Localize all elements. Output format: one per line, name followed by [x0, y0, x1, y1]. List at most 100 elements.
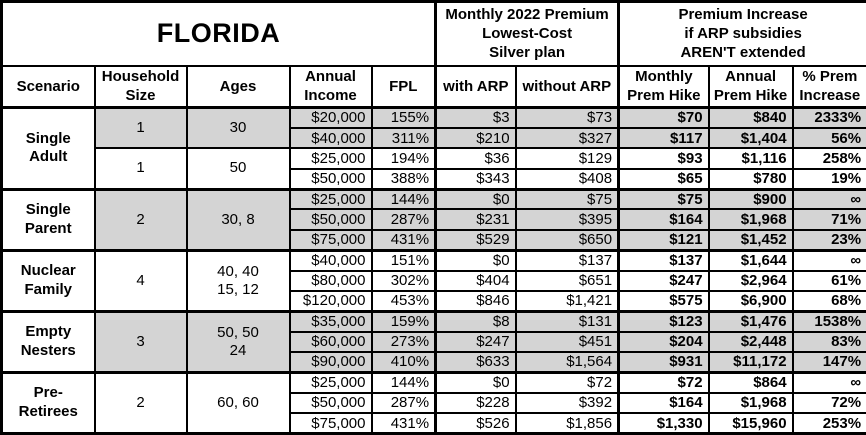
col-annual-income: Annual Income — [288, 64, 373, 109]
monthly-prem-hike-cell: $75 — [617, 187, 710, 211]
without-arp-cell: $451 — [514, 330, 620, 354]
pct-prem-increase-cell: 61% — [791, 269, 866, 292]
table-row: $60,000 273% $247 $451 $204 $2,448 83% — [2, 330, 866, 354]
annual-income-cell: $20,000 — [288, 105, 373, 129]
annual-prem-hike-cell: $1,644 — [707, 248, 794, 272]
fpl-cell: 431% — [370, 412, 437, 435]
monthly-prem-hike-cell: $247 — [617, 269, 710, 292]
table-row: Empty Nesters 3 50, 50 24 $35,000 159% $8 $131… — [0, 309, 866, 374]
annual-prem-hike-cell: $1,476 — [707, 309, 794, 333]
fpl-cell: 155% — [370, 105, 437, 129]
table-row: Single Parent 2 30, 8 $25,000 144% $0 $75 $75 $9… — [0, 187, 866, 252]
annual-income-cell: $40,000 — [288, 126, 373, 150]
pct-prem-increase-cell: 147% — [791, 350, 866, 374]
monthly-prem-hike-cell: $121 — [617, 228, 710, 252]
monthly-prem-hike-cell: $72 — [617, 370, 710, 394]
fpl-cell: 410% — [370, 350, 437, 374]
col-monthly-prem-hike: Monthly Prem Hike — [617, 64, 710, 109]
household-size-cell: 1 — [93, 147, 188, 190]
premium-group-header: Monthly 2022 Premium Lowest-Cost Silver … — [434, 0, 620, 67]
with-arp-cell: $247 — [434, 330, 517, 354]
annual-prem-hike-cell: $864 — [707, 370, 794, 394]
annual-prem-hike-cell: $1,452 — [707, 228, 794, 252]
annual-prem-hike-cell: $840 — [707, 105, 794, 129]
table-row: $50,000 388% $343 $408 $65 $780 19% — [2, 167, 866, 191]
col-scenario: Scenario — [0, 64, 96, 109]
scenario-cell: Single Adult — [0, 106, 96, 190]
annual-income-cell: $90,000 — [288, 350, 373, 374]
fpl-cell: 431% — [370, 228, 437, 252]
table-row: Pre- Retirees 2 60, 60 $25,000 144% $0 $72 $72 $… — [0, 370, 866, 435]
with-arp-cell: $210 — [434, 126, 517, 150]
annual-income-cell: $50,000 — [288, 391, 373, 415]
annual-income-cell: $60,000 — [288, 330, 373, 354]
without-arp-cell: $137 — [514, 248, 620, 272]
household-size-cell: 4 — [93, 248, 188, 313]
annual-prem-hike-cell: $1,116 — [707, 147, 794, 170]
col-annual-prem-hike: Annual Prem Hike — [707, 64, 794, 109]
annual-prem-hike-cell: $780 — [707, 167, 794, 191]
page-title: FLORIDA — [0, 0, 437, 67]
with-arp-cell: $0 — [434, 370, 517, 394]
household-size-cell: 2 — [93, 187, 188, 252]
without-arp-cell: $327 — [514, 126, 620, 150]
fpl-cell: 302% — [370, 269, 437, 292]
without-arp-cell: $72 — [514, 370, 620, 394]
with-arp-cell: $526 — [434, 412, 517, 435]
pct-prem-increase-cell: 253% — [791, 412, 866, 435]
with-arp-cell: $846 — [434, 289, 517, 313]
scenario-cell: Nuclear Family — [0, 248, 96, 313]
annual-prem-hike-cell: $1,968 — [707, 391, 794, 415]
pct-prem-increase-cell: 83% — [791, 330, 866, 354]
with-arp-cell: $231 — [434, 208, 517, 231]
with-arp-cell: $633 — [434, 350, 517, 374]
without-arp-cell: $131 — [514, 309, 620, 333]
monthly-prem-hike-cell: $575 — [617, 289, 710, 313]
table-row: 1 50 $25,000 194% $36 $129 $93 $1,116 258% — [2, 147, 866, 190]
annual-prem-hike-cell: $11,172 — [707, 350, 794, 374]
table-row: Single Adult 1 30 $20,000 155% $3 $73 $70 $840 23… — [0, 105, 866, 190]
without-arp-cell: $650 — [514, 228, 620, 252]
annual-prem-hike-cell: $1,404 — [707, 126, 794, 150]
fpl-cell: 287% — [370, 391, 437, 415]
without-arp-cell: $392 — [514, 391, 620, 415]
annual-prem-hike-cell: $6,900 — [707, 289, 794, 313]
col-ages: Ages — [185, 64, 291, 109]
table-row: $75,000 431% $529 $650 $121 $1,452 23% — [2, 228, 866, 252]
without-arp-cell: $1,421 — [514, 289, 620, 313]
monthly-prem-hike-cell: $123 — [617, 309, 710, 333]
annual-prem-hike-cell: $2,964 — [707, 269, 794, 292]
col-without-arp: without ARP — [514, 64, 620, 109]
pct-prem-increase-cell: 72% — [791, 391, 866, 415]
ages-cell: 30 — [185, 106, 291, 150]
annual-prem-hike-cell: $1,968 — [707, 208, 794, 231]
monthly-prem-hike-cell: $204 — [617, 330, 710, 354]
household-size-cell: 1 — [93, 106, 188, 150]
monthly-prem-hike-cell: $65 — [617, 167, 710, 191]
pct-prem-increase-cell: ∞ — [791, 187, 866, 211]
with-arp-cell: $343 — [434, 167, 517, 191]
with-arp-cell: $404 — [434, 269, 517, 292]
col-household-size: Household Size — [93, 64, 188, 109]
table-row: $75,000 431% $526 $1,856 $1,330 $15,960 253% — [2, 412, 866, 435]
scenario-cell: Pre- Retirees — [0, 370, 96, 435]
monthly-prem-hike-cell: $931 — [617, 350, 710, 374]
col-fpl: FPL — [370, 64, 437, 109]
pct-prem-increase-cell: 56% — [791, 126, 866, 150]
increase-group-header: Premium Increase if ARP subsidies AREN'T… — [617, 0, 866, 67]
monthly-prem-hike-cell: $93 — [617, 147, 710, 170]
annual-income-cell: $80,000 — [288, 269, 373, 292]
fpl-cell: 273% — [370, 330, 437, 354]
annual-income-cell: $50,000 — [288, 208, 373, 231]
pct-prem-increase-cell: 1538% — [791, 309, 866, 333]
annual-prem-hike-cell: $900 — [707, 187, 794, 211]
table-row: $50,000 287% $228 $392 $164 $1,968 72% — [2, 391, 866, 415]
pct-prem-increase-cell: ∞ — [791, 248, 866, 272]
monthly-prem-hike-cell: $164 — [617, 391, 710, 415]
with-arp-cell: $529 — [434, 228, 517, 252]
annual-income-cell: $50,000 — [288, 167, 373, 191]
with-arp-cell: $3 — [434, 105, 517, 129]
fpl-cell: 144% — [370, 187, 437, 211]
annual-income-cell: $25,000 — [288, 370, 373, 394]
